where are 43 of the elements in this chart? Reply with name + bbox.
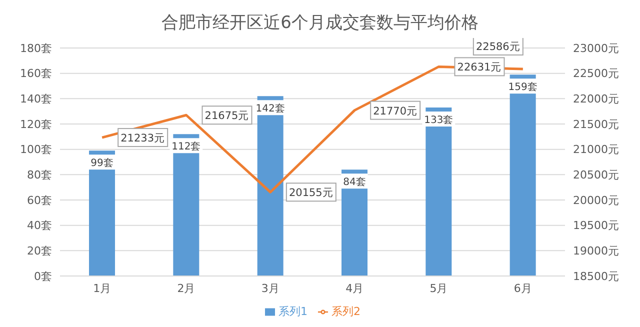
y-tick-label: 80套 bbox=[27, 168, 52, 182]
y-tick-label: 120套 bbox=[20, 118, 52, 131]
y2-tick-label: 21000元 bbox=[573, 143, 619, 156]
data-label: 112套 bbox=[172, 140, 201, 153]
y2-tick-label: 18500元 bbox=[573, 270, 619, 283]
y2-tick-label: 20500元 bbox=[573, 168, 619, 182]
y-tick-label: 180套 bbox=[20, 42, 52, 55]
data-label: 142套 bbox=[256, 102, 285, 115]
data-label: 22586元 bbox=[476, 40, 520, 53]
y2-tick-label: 22000元 bbox=[573, 92, 619, 106]
y-tick-label: 60套 bbox=[27, 194, 52, 207]
x-tick-label: 6月 bbox=[514, 282, 532, 295]
x-tick-label: 4月 bbox=[346, 282, 364, 295]
x-tick-label: 3月 bbox=[261, 282, 280, 295]
legend-label: 系列1 bbox=[278, 305, 308, 318]
data-label: 21770元 bbox=[373, 105, 418, 118]
bar bbox=[510, 74, 536, 276]
x-tick-label: 1月 bbox=[93, 282, 112, 295]
bar bbox=[257, 96, 284, 276]
y2-tick-label: 22500元 bbox=[573, 67, 619, 80]
y2-tick-label: 19000元 bbox=[573, 244, 619, 258]
chart-title: 合肥市经开区近6个月成交套数与平均价格 bbox=[160, 12, 480, 35]
data-label: 21233元 bbox=[120, 132, 166, 145]
data-label: 84套 bbox=[343, 176, 366, 188]
x-tick-label: 5月 bbox=[430, 282, 448, 295]
x-tick-label: 2月 bbox=[177, 282, 196, 295]
y-tick-label: 0套 bbox=[34, 270, 52, 283]
y2-tick-label: 21500元 bbox=[573, 118, 619, 131]
y-tick-label: 140套 bbox=[20, 92, 52, 106]
data-label: 20155元 bbox=[288, 187, 334, 200]
data-label: 22631元 bbox=[457, 62, 502, 74]
y-tick-label: 40套 bbox=[27, 219, 52, 232]
y2-tick-label: 23000元 bbox=[573, 42, 619, 55]
y2-tick-label: 19500元 bbox=[573, 219, 619, 232]
data-label: 99套 bbox=[90, 157, 114, 170]
data-label: 159套 bbox=[508, 81, 538, 94]
data-label: 133套 bbox=[424, 114, 454, 126]
data-label: 21675元 bbox=[204, 110, 250, 122]
y-tick-label: 100套 bbox=[20, 143, 52, 156]
legend-label: 系列2 bbox=[332, 305, 360, 318]
y2-tick-label: 20000元 bbox=[573, 194, 619, 207]
y-tick-label: 160套 bbox=[20, 67, 52, 80]
y-tick-label: 20套 bbox=[27, 244, 52, 258]
